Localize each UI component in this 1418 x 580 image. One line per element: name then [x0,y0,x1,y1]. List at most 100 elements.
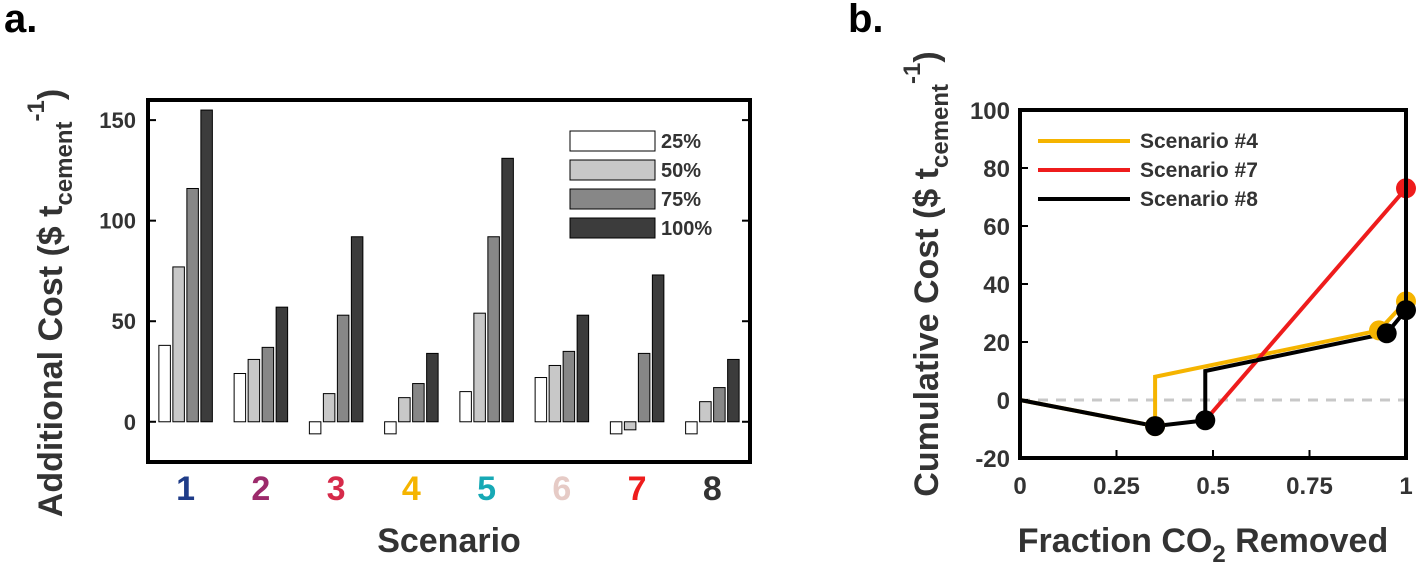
bar [685,421,698,435]
bar [576,314,590,423]
bar [322,393,336,423]
chart-b-y-axis-label: Cumulative Cost ($ tcement-1) [899,51,954,496]
bar [336,314,350,423]
bar [275,306,289,423]
x-tick-label: 4 [402,470,421,508]
chart-a-x-axis-label: Scenario [377,522,521,560]
y-label-close: ) [32,89,70,100]
legend-label: Scenario #7 [1140,159,1258,182]
x-tick-label: 0.5 [1196,473,1229,500]
legend-swatch [569,159,656,181]
x-tick-label: 7 [628,470,647,508]
y-tick-label: 20 [983,330,1010,357]
series-line [1203,186,1408,422]
bar [487,236,500,423]
x-label-sub: 2 [1212,541,1225,568]
bar [562,350,576,423]
chart-b-y-ticks: -20 0 20 40 60 80 100 [970,98,1028,473]
chart-a-bars [158,109,740,435]
y-label-sup: -1 [23,100,50,121]
y-tick-label: 100 [99,209,136,234]
bar [473,312,486,423]
panel-b-label: b. [848,0,884,41]
bar [186,187,199,423]
bar [534,377,548,423]
x-tick-label: 0.75 [1286,473,1333,500]
bar [548,364,562,423]
chart-b-legend: Scenario #4 Scenario #7 Scenario #8 [1038,130,1258,211]
chart-a-x-ticks: 1 2 3 4 5 6 7 8 [176,470,722,508]
legend-label: Scenario #8 [1140,188,1258,211]
series-marker [1376,323,1397,344]
x-tick-label: 8 [703,470,722,508]
legend-label: 25% [661,131,701,153]
legend-label: Scenario #4 [1140,130,1258,153]
legend-swatch [569,188,656,210]
bar [412,383,425,423]
bar [713,387,726,423]
x-tick-label: 1 [176,470,195,508]
legend-label: 75% [661,189,701,211]
legend-label: 100% [661,218,712,240]
y-label-main: Cumulative Cost ($ t [908,168,946,497]
bar [459,391,472,423]
bar [501,157,514,423]
series-line [1019,300,1408,429]
series-marker [1145,416,1166,437]
y-tick-label: 50 [112,309,136,334]
chart-b-x-axis-label: Fraction CO2 Removed [1018,522,1388,568]
bar [727,358,740,423]
chart-b-markers [1145,178,1416,437]
x-tick-label: 0 [1013,473,1026,500]
x-tick-label: 1 [1399,473,1412,500]
chart-a-plot-area [146,98,752,464]
bar [699,401,712,423]
bar [651,274,665,423]
bar [350,236,364,423]
series-marker [1195,410,1216,431]
x-label-main: Fraction CO [1018,522,1213,560]
bar [623,421,637,431]
y-label-sub: cement [927,84,954,168]
y-label-sup: -1 [899,63,926,84]
bar [384,421,397,435]
y-tick-label: 80 [983,156,1010,183]
x-tick-label: 0.25 [1093,473,1140,500]
chart-a: 0 50 100 150 1 2 3 4 5 6 7 8 25% 50% 75% 100% Scenari… [23,89,752,560]
chart-a-legend: 25% 50% 75% 100% [569,130,712,240]
panel-a-label: a. [4,0,37,41]
legend-swatch [569,217,656,239]
y-tick-label: 0 [997,388,1010,415]
bar [398,397,411,423]
legend-label: 50% [661,160,701,182]
bar [609,421,623,435]
x-label-end: Removed [1226,522,1389,560]
chart-a-y-axis-label: Additional Cost ($ tcement-1) [23,89,78,517]
x-tick-label: 5 [477,470,496,508]
bar [637,352,651,423]
y-label-close: ) [908,51,946,62]
y-tick-label: 0 [124,410,136,435]
y-tick-label: 40 [983,272,1010,299]
bar [233,373,247,423]
bar [308,421,322,435]
y-tick-label: 100 [970,98,1010,125]
y-tick-label: 150 [99,108,136,133]
y-label-main: Additional Cost ($ t [32,206,70,518]
legend-swatch [569,130,656,152]
bar [200,109,213,423]
y-tick-label: -20 [975,446,1010,473]
bar [247,358,261,423]
chart-a-y-ticks: 0 50 100 150 [99,108,750,435]
bar [172,266,185,423]
bar [158,344,171,423]
x-tick-label: 6 [552,470,571,508]
bar [426,352,439,423]
x-tick-label: 2 [251,470,270,508]
y-tick-label: 60 [983,214,1010,241]
y-label-sub: cement [51,121,78,205]
x-tick-label: 3 [327,470,346,508]
chart-b-x-ticks: 0 0.25 0.5 0.75 1 [1013,450,1413,500]
